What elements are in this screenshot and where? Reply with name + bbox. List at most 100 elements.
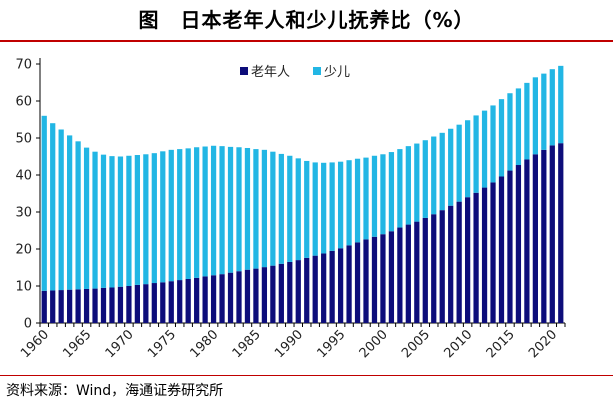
- bar-children-1963: [67, 135, 73, 290]
- bar-children-1986: [261, 149, 268, 268]
- chart-title: 图 日本老年人和少儿抚养比（%）: [138, 8, 475, 32]
- bar-children-2021: [558, 65, 564, 144]
- bar-children-1977: [185, 148, 191, 279]
- bar-elderly-2010: [465, 197, 471, 323]
- legend: 老年人 少儿: [240, 65, 350, 80]
- bar-children-2020: [549, 69, 555, 146]
- bar-elderly-1967: [100, 287, 107, 323]
- bar-children-1979: [202, 146, 208, 277]
- bar-children-2003: [405, 146, 411, 225]
- bar-elderly-1963: [67, 289, 73, 323]
- bar-children-2012: [481, 110, 488, 188]
- x-tick-label: 2020: [526, 327, 560, 361]
- bar-elderly-1981: [219, 274, 225, 323]
- bar-elderly-2006: [431, 214, 437, 323]
- bar-children-1996: [346, 160, 352, 246]
- bar-elderly-2004: [414, 221, 420, 323]
- bar-children-1973: [151, 153, 157, 284]
- bar-elderly-1971: [134, 284, 140, 323]
- bar-elderly-1986: [261, 267, 268, 323]
- bar-elderly-2000: [380, 234, 386, 323]
- bar-children-1968: [109, 156, 115, 288]
- bar-children-1981: [219, 146, 225, 275]
- bar-elderly-1996: [346, 245, 352, 323]
- bar-children-2002: [397, 149, 403, 228]
- x-tick-label: 1960: [18, 327, 52, 361]
- bar-elderly-2017: [524, 159, 530, 323]
- x-tick-label: 1970: [103, 327, 137, 361]
- bar-elderly-2020: [549, 145, 555, 323]
- bar-elderly-2019: [541, 149, 547, 323]
- bar-elderly-1993: [321, 253, 327, 323]
- y-tick-label: 30: [15, 206, 32, 221]
- bar-elderly-1994: [329, 250, 335, 323]
- x-tick-label: 2015: [484, 327, 518, 361]
- y-tick-label: 50: [15, 132, 32, 147]
- bar-elderly-1962: [58, 290, 64, 323]
- legend-label-0: 老年人: [251, 65, 290, 80]
- bar-children-1966: [92, 151, 98, 289]
- bar-elderly-1991: [304, 257, 310, 323]
- bar-elderly-1968: [109, 287, 115, 323]
- bar-elderly-1979: [202, 276, 208, 323]
- x-tick-label: 1990: [272, 327, 306, 361]
- bar-children-1984: [244, 147, 251, 270]
- bar-children-1964: [75, 141, 81, 290]
- source-note: 资料来源：Wind，海通证券研究所: [6, 383, 224, 399]
- bar-children-2008: [448, 128, 454, 206]
- bar-elderly-2005: [422, 217, 428, 323]
- bar-children-1969: [117, 156, 124, 287]
- bar-children-1982: [227, 146, 234, 273]
- bar-elderly-1990: [295, 260, 301, 323]
- bar-children-2005: [422, 140, 428, 218]
- bar-children-1989: [287, 155, 293, 262]
- bar-children-2006: [431, 136, 437, 215]
- bar-elderly-1998: [363, 239, 369, 323]
- bar-children-2010: [465, 120, 471, 198]
- x-tick-label: 2010: [441, 327, 475, 361]
- bar-children-1974: [160, 151, 166, 283]
- x-tick-label: 1985: [230, 327, 264, 361]
- bar-children-1985: [253, 149, 259, 269]
- y-tick-label: 10: [15, 280, 32, 295]
- bar-children-1988: [278, 153, 284, 264]
- bar-elderly-1965: [83, 288, 90, 323]
- x-tick-label: 1995: [314, 327, 348, 361]
- x-tick-label: 1975: [145, 327, 179, 361]
- bar-elderly-2001: [388, 231, 395, 323]
- bar-children-1980: [210, 145, 217, 276]
- x-tick-label: 1980: [187, 327, 221, 361]
- bar-elderly-1985: [253, 268, 259, 323]
- bar-elderly-1989: [287, 261, 293, 323]
- bar-elderly-1999: [371, 236, 378, 323]
- bar-elderly-1964: [75, 289, 81, 323]
- bar-children-2011: [473, 115, 479, 193]
- x-axis-ticks: 1960 1965 1970 1975 1980 1985 1990 1995 2000 2005…: [18, 323, 566, 361]
- bar-elderly-1982: [227, 272, 234, 323]
- bar-elderly-2007: [439, 210, 445, 323]
- legend-swatch-1: [313, 67, 321, 75]
- title-rule: [0, 40, 613, 42]
- bar-elderly-1976: [177, 280, 183, 323]
- bar-elderly-2008: [448, 205, 454, 323]
- y-tick-label: 20: [15, 243, 32, 258]
- bar-elderly-2012: [481, 187, 488, 323]
- bar-children-1971: [134, 155, 140, 285]
- bar-children-2019: [541, 73, 547, 150]
- y-axis-ticks: 0 10 20 30 40 50 60 70: [15, 58, 40, 332]
- bar-children-1961: [50, 123, 56, 291]
- bar-children-2017: [524, 82, 530, 160]
- bar-elderly-1978: [194, 277, 200, 323]
- bar-elderly-1974: [160, 282, 166, 323]
- bar-elderly-1983: [236, 271, 242, 323]
- bar-children-2014: [498, 99, 505, 177]
- y-tick-label: 60: [15, 95, 32, 110]
- bar-children-1965: [83, 147, 90, 289]
- bar-elderly-1984: [244, 269, 251, 323]
- bar-children-1992: [312, 162, 318, 256]
- bar-elderly-1969: [117, 286, 124, 323]
- bar-children-2013: [490, 105, 496, 183]
- bar-children-1983: [236, 147, 242, 272]
- bar-elderly-2021: [558, 143, 564, 323]
- x-tick-label: 2000: [357, 327, 391, 361]
